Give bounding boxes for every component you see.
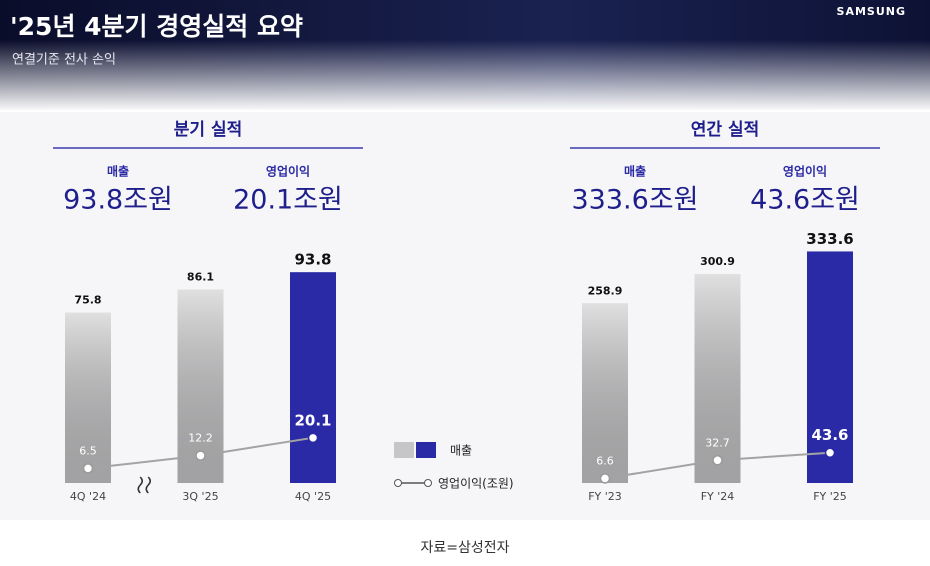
line-marker <box>599 473 611 484</box>
bar-value-label: 258.9 <box>588 284 623 297</box>
kpi-value: 93.8조원 <box>63 185 173 216</box>
bar-value-label: 300.9 <box>700 255 735 268</box>
kpi-label: 매출 <box>107 164 129 179</box>
header-fade <box>0 40 930 112</box>
x-tick-label: 3Q '25 <box>182 490 218 503</box>
x-tick-label: FY '25 <box>813 490 847 503</box>
line-marker <box>824 447 836 458</box>
x-tick-label: FY '23 <box>588 490 622 503</box>
kpi-value: 43.6조원 <box>750 185 860 216</box>
legend-marker <box>424 479 432 487</box>
line-value-label: 20.1 <box>294 411 331 429</box>
kpi-value: 20.1조원 <box>233 185 343 216</box>
axis-break <box>145 476 151 494</box>
line-marker <box>307 432 319 444</box>
caption-band <box>0 520 930 562</box>
line-marker <box>712 455 723 466</box>
legend: 매출 영업이익(조원) <box>394 442 514 491</box>
line-value-label: 6.5 <box>79 444 97 457</box>
caption: 자료=삼성전자 <box>420 540 509 556</box>
axis-break <box>137 476 143 494</box>
kpi-label: 영업이익 <box>783 164 827 179</box>
x-tick-label: 4Q '24 <box>70 490 106 503</box>
kpi-label: 매출 <box>624 164 646 179</box>
line-value-label: 6.6 <box>596 454 614 467</box>
kpi-value: 333.6조원 <box>572 185 699 216</box>
brand: SAMSUNG <box>837 5 906 18</box>
legend-swatch <box>416 442 436 458</box>
panel-title: 분기 실적 <box>174 120 242 140</box>
x-tick-label: 4Q '25 <box>295 490 331 503</box>
title: '25년 4분기 경영실적 요약 <box>10 12 303 41</box>
bar-sheen <box>694 274 741 483</box>
legend-marker <box>394 479 402 487</box>
line-value-label: 43.6 <box>811 426 848 444</box>
kpi-label: 영업이익 <box>266 164 310 179</box>
panel-title: 연간 실적 <box>691 120 759 140</box>
legend-label: 영업이익(조원) <box>438 477 514 491</box>
bar-value-label: 333.6 <box>806 230 853 248</box>
bar-value-label: 93.8 <box>294 251 331 269</box>
line-value-label: 12.2 <box>188 432 213 445</box>
line-marker <box>82 463 94 474</box>
bar-value-label: 86.1 <box>187 270 214 283</box>
bar-value-label: 75.8 <box>74 294 101 307</box>
legend-label: 매출 <box>450 444 472 458</box>
line-value-label: 32.7 <box>705 436 730 449</box>
line-marker <box>195 450 206 461</box>
subtitle: 연결기준 전사 손익 <box>12 53 116 68</box>
bar <box>290 272 336 483</box>
bar-sheen <box>65 312 111 483</box>
legend-swatch <box>394 442 414 458</box>
x-tick-label: FY '24 <box>701 490 735 503</box>
bar-sheen <box>582 303 628 483</box>
bar <box>807 251 853 483</box>
